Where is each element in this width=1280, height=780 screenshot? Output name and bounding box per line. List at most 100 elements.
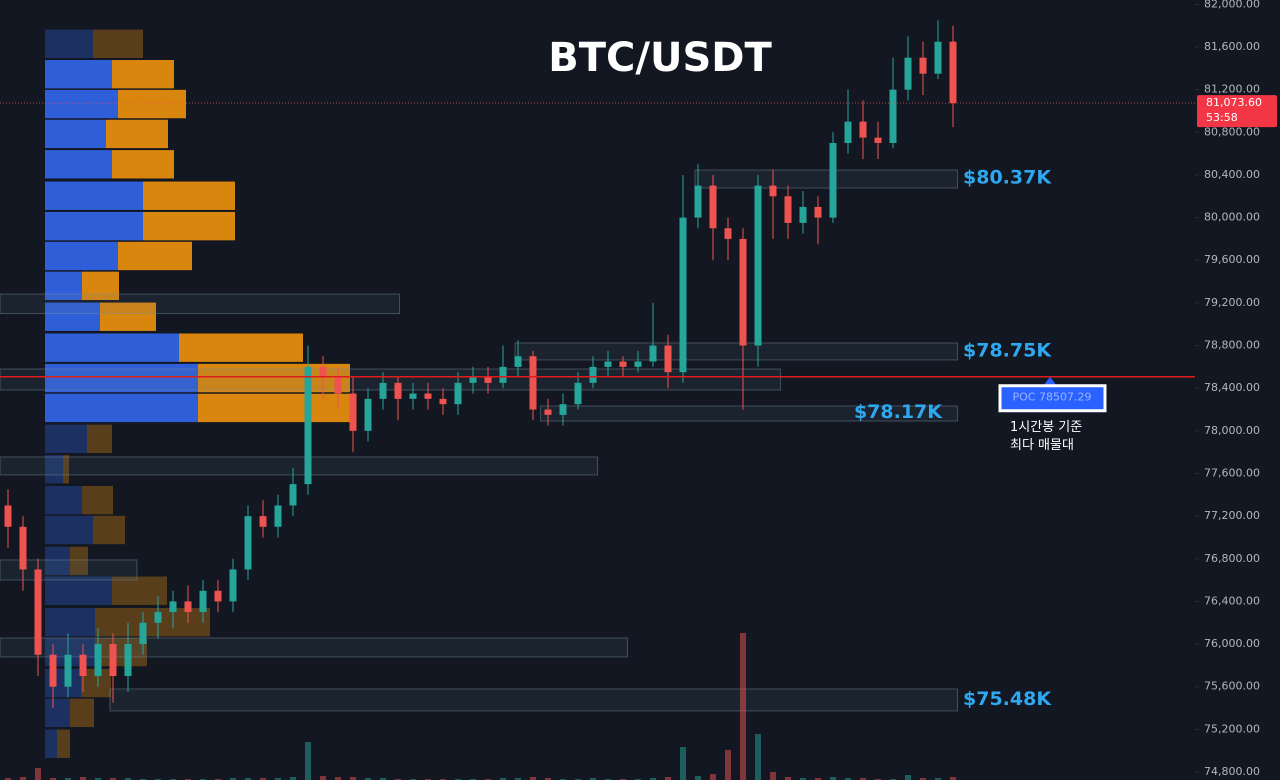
candle-body <box>604 361 612 367</box>
candle-body <box>739 238 747 346</box>
candle-body <box>469 377 477 383</box>
profile-sell <box>95 608 210 637</box>
y-tick-label: 79,600.00 <box>1204 253 1260 266</box>
volume-bar <box>800 778 806 780</box>
candle-body <box>364 398 372 431</box>
y-tick-label: 79,200.00 <box>1204 296 1260 309</box>
profile-buy <box>45 363 198 393</box>
profile-buy <box>45 333 179 362</box>
volume-bar <box>230 778 236 780</box>
volume-bar <box>320 776 326 780</box>
y-tick-label: 75,200.00 <box>1204 722 1260 735</box>
candle-body <box>784 196 792 223</box>
candle-body <box>829 142 837 218</box>
volume-bar <box>740 633 746 780</box>
candle-body <box>229 569 237 602</box>
volume-bar <box>350 777 356 780</box>
zone-label: $78.17K <box>854 401 943 423</box>
volume-bar <box>905 775 911 780</box>
y-tick-label: 76,000.00 <box>1204 637 1260 650</box>
profile-sell <box>87 424 112 454</box>
candle-body <box>769 185 777 197</box>
candle-body <box>64 654 72 687</box>
candle-body <box>454 382 462 405</box>
volume-bar <box>815 778 821 780</box>
volume-bar <box>545 778 551 780</box>
volume-bar <box>935 778 941 780</box>
zone <box>0 637 629 658</box>
candle-body <box>574 382 582 405</box>
candle-body <box>304 366 312 485</box>
volume-bar <box>5 778 11 780</box>
profile-buy <box>45 455 63 484</box>
profile-sell <box>112 60 174 89</box>
y-tick-label: 80,400.00 <box>1204 168 1260 181</box>
candle-body <box>409 393 417 399</box>
candle-body <box>799 206 807 223</box>
volume-bar <box>50 778 56 780</box>
candle-body <box>754 185 762 346</box>
candle-body <box>934 41 942 74</box>
y-tick-label: 78,800.00 <box>1204 339 1260 352</box>
volume-bar <box>680 747 686 780</box>
volume-bar <box>305 742 311 780</box>
candle-body <box>439 398 447 405</box>
candle-body <box>664 345 672 373</box>
zone <box>694 169 958 189</box>
profile-sell <box>143 181 235 210</box>
candle-body <box>379 382 387 399</box>
poc-box <box>998 384 1107 413</box>
poc-note: 1시간봉 기준 <box>1010 420 1082 435</box>
candle-body <box>694 185 702 218</box>
zone <box>0 456 599 476</box>
volume-bar <box>515 778 521 780</box>
candle-body <box>529 356 537 410</box>
profile-buy <box>45 60 112 89</box>
candle-body <box>634 361 642 367</box>
candle-body <box>394 382 402 399</box>
profile-buy <box>45 89 118 119</box>
y-tick-label: 82,000.00 <box>1204 0 1260 10</box>
profile-buy <box>45 424 87 454</box>
candle-body <box>4 505 12 527</box>
profile-sell <box>112 150 174 179</box>
volume-bar <box>290 777 296 780</box>
candle-body <box>814 206 822 218</box>
y-tick-label: 78,400.00 <box>1204 381 1260 394</box>
profile-sell <box>198 393 350 423</box>
volume-bar <box>125 778 131 780</box>
y-tick-label: 76,400.00 <box>1204 594 1260 607</box>
profile-buy <box>45 576 112 605</box>
candle-body <box>154 612 162 623</box>
profile-sell <box>70 698 94 728</box>
y-tick-label: 80,800.00 <box>1204 125 1260 138</box>
volume-bar <box>245 778 251 780</box>
volume-bar <box>530 777 536 780</box>
volume-bar <box>275 778 281 780</box>
volume-bar <box>665 777 671 780</box>
candle-body <box>334 377 342 394</box>
candle-body <box>274 505 282 527</box>
volume-bar <box>500 778 506 780</box>
volume-bar <box>860 778 866 780</box>
candle-body <box>649 345 657 362</box>
volume-bar <box>80 777 86 780</box>
y-tick-label: 74,800.00 <box>1204 765 1260 778</box>
y-tick-label: 75,600.00 <box>1204 680 1260 693</box>
profile-buy <box>45 515 93 545</box>
candle-body <box>514 356 522 367</box>
candle-body <box>349 393 357 431</box>
zone-label: $80.37K <box>963 167 1052 189</box>
candle-body <box>139 622 147 645</box>
candle-body <box>169 601 177 613</box>
volume-bar <box>335 777 341 780</box>
profile-sell <box>93 515 125 545</box>
zone <box>0 559 138 581</box>
profile-buy <box>45 241 118 271</box>
volume-bar <box>650 778 656 780</box>
candle-body <box>109 644 117 677</box>
profile-sell <box>112 576 167 605</box>
price-axis <box>1195 0 1280 780</box>
volume-bar <box>20 777 26 780</box>
chart-title: BTC/USDT <box>548 35 772 81</box>
